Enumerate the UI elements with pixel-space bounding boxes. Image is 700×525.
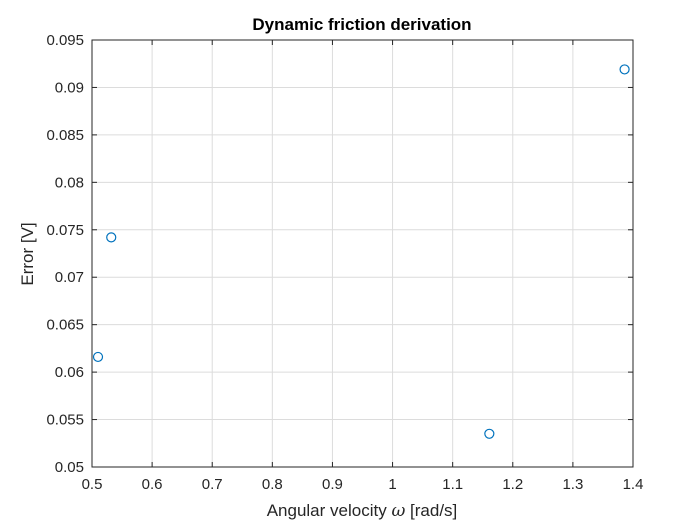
chart-title: Dynamic friction derivation [252, 15, 471, 34]
y-tick-label: 0.055 [46, 412, 84, 429]
data-point [92, 351, 104, 363]
y-tick-label: 0.07 [55, 269, 84, 286]
data-point [106, 232, 117, 243]
x-tick-label: 0.7 [202, 476, 223, 493]
y-tick-label: 0.08 [55, 174, 84, 191]
grid-layer [91, 39, 634, 468]
y-tick-label: 0.085 [46, 127, 84, 144]
y-tick-label: 0.065 [46, 317, 84, 334]
x-tick-label: 0.6 [142, 476, 163, 493]
y-axis-label: Error [V] [18, 222, 37, 285]
y-tick-label: 0.05 [55, 459, 84, 476]
axes-layer: 0.5 0.6 0.7 0.8 0.9 1 1.1 1.2 1.3 1.4 0.05 0.055 0.0… [46, 32, 643, 493]
axes-box [91, 39, 634, 468]
x-tick-label: 1.3 [562, 476, 583, 493]
x-tick-label: 1 [388, 476, 396, 493]
x-axis-label: Angular velocity ω [rad/s] [267, 501, 458, 521]
x-tick-label: 1.4 [623, 476, 644, 493]
x-axis-label-suffix: [rad/s] [405, 501, 457, 520]
data-point [619, 64, 630, 75]
x-tick-label: 1.2 [502, 476, 523, 493]
y-tick-label: 0.06 [55, 364, 84, 381]
x-tick-label: 0.5 [82, 476, 103, 493]
y-tick-label: 0.095 [46, 32, 84, 49]
y-tick-label: 0.075 [46, 222, 84, 239]
x-axis-label-symbol: ω [391, 501, 405, 521]
x-tick-label: 0.8 [262, 476, 283, 493]
x-tick-label: 0.9 [322, 476, 343, 493]
x-tick-label: 1.1 [442, 476, 463, 493]
x-axis-label-prefix: Angular velocity [267, 501, 392, 520]
data-point [484, 428, 495, 439]
data-points [92, 64, 630, 439]
y-tick-label: 0.09 [55, 79, 84, 96]
